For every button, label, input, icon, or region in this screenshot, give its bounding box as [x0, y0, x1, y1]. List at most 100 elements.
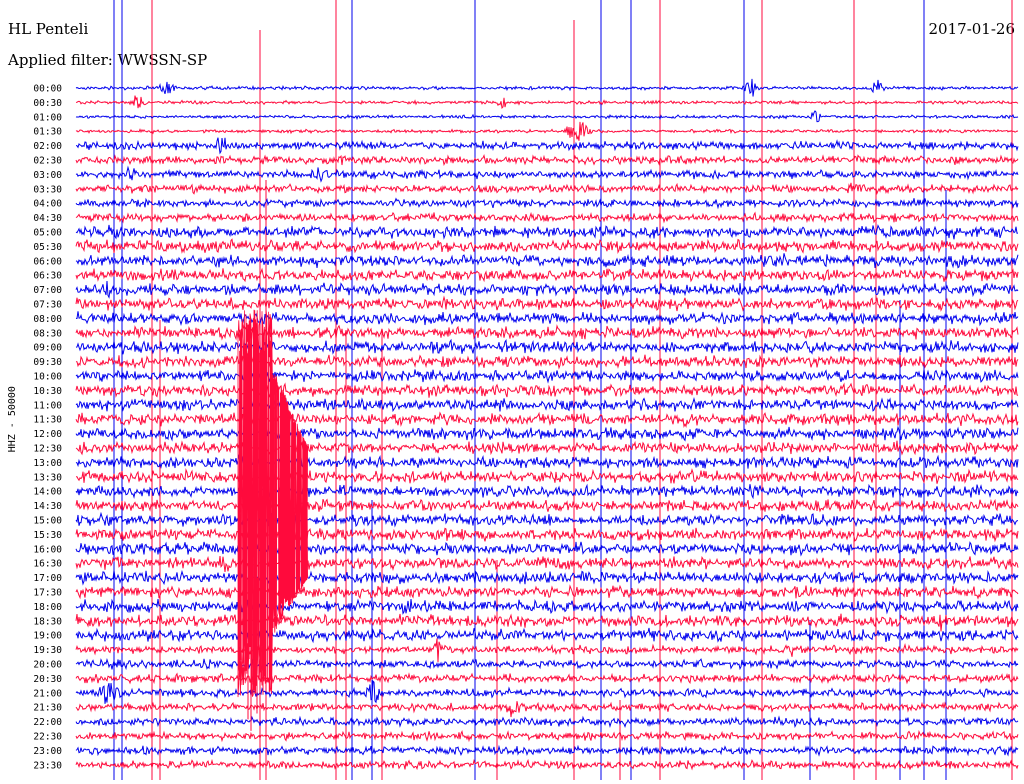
row-time-label: 15:30 [33, 530, 62, 541]
row-time-label: 07:30 [33, 300, 62, 311]
row-time-label: 00:30 [33, 98, 62, 109]
row-time-label: 12:30 [33, 444, 62, 455]
trace-1930 [75, 638, 1019, 663]
row-time-label: 07:00 [33, 285, 62, 296]
row-time-label: 15:00 [33, 516, 62, 527]
trace-0000 [75, 78, 1019, 97]
row-time-label: 12:00 [33, 429, 62, 440]
row-time-label: 22:00 [33, 717, 62, 728]
row-time-label: 05:00 [33, 228, 62, 239]
row-time-label: 13:30 [33, 472, 62, 483]
trace-1730 [75, 584, 1019, 600]
row-time-label: 20:30 [33, 674, 62, 685]
trace-1600 [75, 541, 1019, 557]
trace-1030 [75, 382, 1019, 399]
trace-0600 [75, 253, 1019, 269]
trace-0100 [75, 110, 1019, 123]
trace-1130 [75, 411, 1019, 429]
y-axis-label: HHZ - 50000 [7, 386, 18, 452]
trace-1100 [75, 396, 1019, 413]
trace-2030 [75, 672, 1019, 685]
row-time-label: 14:30 [33, 501, 62, 512]
trace-0030 [75, 95, 1019, 109]
trace-0130 [75, 121, 1019, 141]
row-time-label: 13:00 [33, 458, 62, 469]
row-time-label: 02:00 [33, 141, 62, 152]
row-time-label: 09:30 [33, 357, 62, 368]
trace-0300 [75, 165, 1019, 183]
trace-1900 [75, 627, 1019, 644]
trace-2300 [75, 744, 1019, 757]
trace-0500 [75, 224, 1019, 240]
row-time-label: 19:30 [33, 645, 62, 656]
row-time-label: 14:00 [33, 487, 62, 498]
row-time-label: 17:00 [33, 573, 62, 584]
row-time-label: 21:30 [33, 703, 62, 714]
row-time-label: 11:00 [33, 400, 62, 411]
trace-0730 [75, 295, 1019, 312]
row-time-label: 11:30 [33, 415, 62, 426]
row-time-label: 03:00 [33, 170, 62, 181]
trace-1430 [75, 498, 1019, 513]
trace-2230 [75, 729, 1019, 743]
trace-0930 [75, 354, 1019, 370]
trace-0630 [75, 267, 1019, 283]
trace-0330 [75, 182, 1019, 195]
trace-1800 [75, 598, 1019, 615]
row-time-label: 16:30 [33, 559, 62, 570]
row-time-label: 23:30 [33, 760, 62, 771]
trace-0400 [75, 197, 1019, 210]
row-time-label: 08:30 [33, 328, 62, 339]
row-time-label: 21:00 [33, 688, 62, 699]
row-time-label: 05:30 [33, 242, 62, 253]
trace-0230 [75, 154, 1019, 166]
row-time-label: 01:30 [33, 127, 62, 138]
row-time-label: 19:00 [33, 631, 62, 642]
trace-1230 [75, 440, 1019, 456]
station-name: HL Penteli [8, 20, 89, 38]
trace-2200 [75, 715, 1019, 729]
row-time-label: 17:30 [33, 588, 62, 599]
row-time-label: 22:30 [33, 732, 62, 743]
row-time-label: 00:00 [33, 84, 62, 95]
trace-1000 [75, 369, 1019, 384]
trace-0900 [75, 338, 1019, 355]
chart-date: 2017-01-26 [928, 20, 1015, 38]
row-time-label: 20:00 [33, 660, 62, 671]
trace-2000 [75, 657, 1019, 671]
trace-1700 [75, 569, 1019, 586]
row-time-label: 18:00 [33, 602, 62, 613]
trace-1500 [75, 511, 1019, 528]
trace-1330 [76, 468, 1019, 485]
trace-2330 [75, 758, 1019, 772]
trace-0830 [75, 324, 1019, 341]
row-time-label: 04:00 [33, 199, 62, 210]
row-time-label: 10:30 [33, 386, 62, 397]
row-time-label: 16:00 [33, 544, 62, 555]
row-time-label: 23:00 [33, 746, 62, 757]
trace-1830 [75, 613, 1019, 632]
row-time-label: 08:00 [33, 314, 62, 325]
row-time-label: 04:30 [33, 213, 62, 224]
filter-label: Applied filter: WWSSN-SP [8, 51, 208, 69]
row-time-label: 10:00 [33, 372, 62, 383]
earthquake-burst [237, 308, 308, 698]
row-time-label: 09:00 [33, 343, 62, 354]
trace-1530 [75, 527, 1019, 543]
trace-2130 [75, 701, 1019, 718]
row-time-label: 18:30 [33, 616, 62, 627]
row-time-label: 02:30 [33, 156, 62, 167]
row-time-label: 03:30 [33, 184, 62, 195]
trace-2100 [75, 679, 1019, 704]
trace-1630 [75, 555, 1019, 573]
trace-0430 [75, 211, 1019, 224]
trace-0200 [75, 137, 1019, 155]
trace-0700 [75, 280, 1019, 299]
row-time-label: 06:30 [33, 271, 62, 282]
trace-0530 [75, 238, 1019, 254]
trace-1200 [75, 425, 1019, 442]
row-time-label: 06:00 [33, 256, 62, 267]
row-time-label: 01:00 [33, 112, 62, 123]
